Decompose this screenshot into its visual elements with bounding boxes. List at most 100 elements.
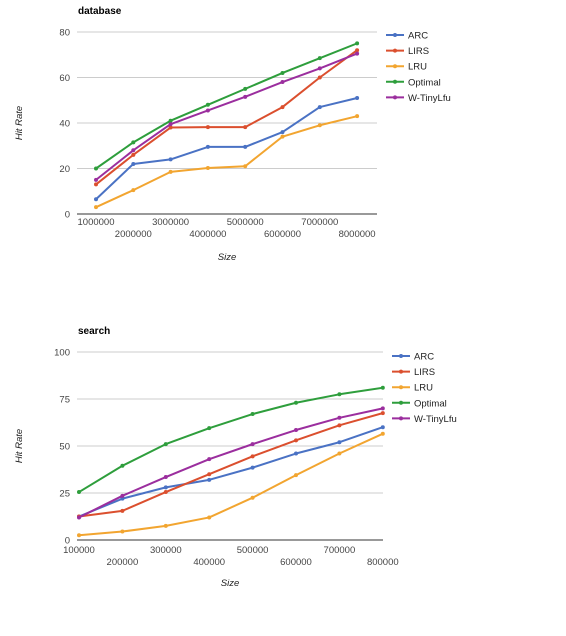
data-point-w-tinylfu [168, 122, 173, 127]
data-point-arc [250, 465, 255, 470]
data-point-arc [243, 144, 248, 149]
data-point-optimal [317, 56, 322, 61]
data-point-w-tinylfu [355, 51, 360, 56]
data-point-optimal [205, 102, 210, 107]
series-line-lirs [78, 412, 384, 518]
x-tick-label: 5000000 [227, 217, 264, 228]
y-tick-label: 60 [59, 73, 70, 84]
data-point-arc [280, 130, 285, 135]
data-point-lirs [163, 490, 168, 495]
data-point-arc [294, 451, 298, 456]
data-point-lirs [355, 48, 360, 53]
series-line-lru [78, 432, 384, 537]
data-point-lirs [120, 508, 125, 513]
data-point-lirs [250, 454, 255, 459]
data-point-arc [205, 144, 210, 149]
data-point-w-tinylfu [120, 493, 125, 498]
x-tick-label: 200000 [107, 557, 139, 568]
legend-label-arc: ARC [408, 31, 428, 42]
data-point-optimal [163, 442, 168, 447]
data-point-lru [250, 495, 255, 500]
legend-label-lirs: LIRS [408, 46, 429, 57]
data-point-lirs [205, 125, 210, 130]
x-tick-label: 3000000 [152, 217, 189, 228]
data-point-lirs [94, 182, 98, 187]
data-point-optimal [250, 412, 255, 417]
data-point-w-tinylfu [163, 475, 168, 480]
legend-marker-w-tinylfu [393, 95, 397, 100]
x-axis-label: Size [218, 252, 236, 263]
data-point-lru [205, 166, 210, 171]
data-point-optimal [280, 70, 285, 75]
data-point-w-tinylfu [317, 66, 322, 71]
y-tick-label: 80 [59, 28, 70, 39]
x-tick-label: 8000000 [339, 229, 376, 240]
data-point-arc [380, 425, 385, 430]
x-tick-label: 500000 [237, 545, 269, 556]
data-point-lirs [294, 438, 298, 443]
y-tick-label: 20 [59, 164, 70, 175]
series-line-lirs [95, 49, 358, 186]
data-point-lru [207, 515, 212, 520]
y-tick-label: 75 [59, 395, 70, 406]
data-point-w-tinylfu [294, 428, 298, 433]
data-point-optimal [355, 41, 360, 46]
x-axis-label: Size [221, 578, 239, 589]
x-tick-label: 6000000 [264, 229, 301, 240]
data-point-w-tinylfu [131, 148, 136, 153]
search-chart: search 0 25 50 75 100 100000 200000 300000 400000… [14, 326, 457, 589]
y-axis-label: Hit Rate [14, 429, 25, 463]
legend-label-lirs: LIRS [414, 367, 435, 378]
x-tick-label: 300000 [150, 545, 182, 556]
x-tick-label: 100000 [63, 545, 95, 556]
data-point-arc [207, 477, 212, 482]
data-point-lirs [243, 125, 248, 130]
legend-label-lru: LRU [408, 62, 427, 73]
legend-marker-arc [393, 33, 397, 37]
data-point-lru [337, 451, 342, 456]
data-point-w-tinylfu [280, 80, 285, 85]
y-tick-label: 25 [59, 489, 70, 500]
data-point-lirs [168, 125, 173, 130]
legend-marker-optimal [399, 400, 403, 405]
x-tick-label: 800000 [367, 557, 399, 568]
series-line-w-tinylfu [95, 52, 358, 181]
legend-label-lru: LRU [414, 383, 433, 394]
data-point-arc [337, 440, 342, 445]
data-point-w-tinylfu [207, 457, 212, 462]
data-point-w-tinylfu [250, 442, 255, 447]
data-point-lirs [280, 105, 285, 110]
data-point-w-tinylfu [205, 108, 210, 113]
x-tick-label: 7000000 [301, 217, 338, 228]
legend-label-arc: ARC [414, 352, 434, 363]
data-point-lru [120, 529, 125, 534]
data-point-lru [355, 114, 360, 119]
legend-label-optimal: Optimal [408, 77, 441, 88]
series-line-lru [95, 115, 358, 209]
y-tick-label: 50 [59, 442, 70, 453]
legend-label-w-tinylfu: W-TinyLfu [414, 414, 457, 425]
series-line-optimal [95, 42, 358, 170]
data-point-optimal [207, 426, 212, 431]
data-point-w-tinylfu [337, 415, 342, 420]
x-tick-label: 400000 [193, 557, 225, 568]
x-tick-label: 2000000 [115, 229, 152, 240]
data-point-arc [355, 95, 360, 100]
legend-marker-w-tinylfu [399, 416, 403, 421]
series-line-arc [78, 426, 384, 518]
data-point-optimal [94, 166, 98, 171]
data-point-lru [317, 123, 322, 128]
series-line-optimal [78, 386, 383, 493]
data-point-lru [163, 523, 168, 528]
data-point-arc [163, 485, 168, 490]
y-axis-label: Hit Rate [14, 106, 25, 140]
legend-marker-lru [399, 385, 403, 390]
data-point-lirs [337, 423, 342, 428]
data-point-w-tinylfu [243, 94, 248, 99]
data-point-lru [243, 164, 248, 169]
data-point-lru [77, 533, 81, 538]
y-tick-label: 40 [59, 119, 70, 130]
data-point-arc [120, 496, 125, 501]
database-chart: database 0 20 40 60 80 10000002000000300000040… [14, 6, 451, 263]
